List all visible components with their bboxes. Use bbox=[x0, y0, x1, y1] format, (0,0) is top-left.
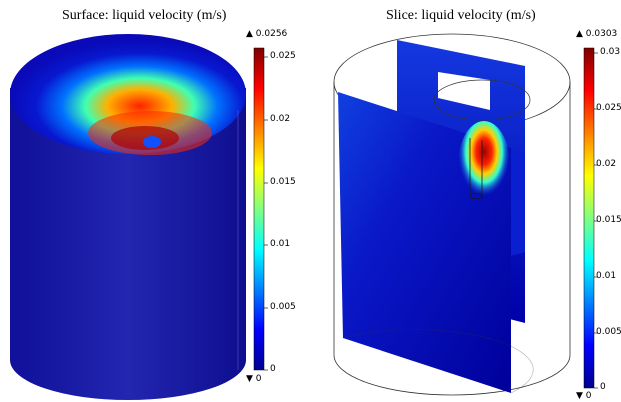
right-colorbar-min-marker: ▼ 0 bbox=[576, 391, 592, 401]
left-tick-2: 0.015 bbox=[270, 177, 296, 187]
side-slice-plane bbox=[511, 148, 525, 256]
left-colorbar bbox=[253, 47, 265, 371]
left-tick-3: 0.01 bbox=[270, 239, 291, 249]
right-tick-2: 0.02 bbox=[596, 159, 617, 169]
right-tick-3: 0.015 bbox=[596, 215, 621, 225]
right-plot-title: Slice: liquid velocity (m/s) bbox=[386, 8, 536, 23]
right-colorbar-max-marker: ▲ 0.0303 bbox=[576, 29, 618, 39]
left-tick-4: 0.005 bbox=[270, 302, 296, 312]
front-slice-hotspot bbox=[458, 121, 510, 209]
left-colorbar-min-marker: ▼ 0 bbox=[246, 374, 262, 384]
left-tick-5: 0 bbox=[270, 364, 276, 374]
left-cylinder bbox=[10, 34, 246, 400]
left-tick-0: 0.025 bbox=[270, 51, 296, 61]
right-tick-4: 0.01 bbox=[596, 271, 617, 281]
right-tick-1: 0.025 bbox=[596, 103, 621, 113]
left-hot-core bbox=[111, 126, 179, 150]
left-plot-title: Surface: liquid velocity (m/s) bbox=[62, 8, 227, 23]
left-colorbar-ticks bbox=[264, 56, 268, 371]
right-tick-0: 0.03 bbox=[600, 47, 621, 57]
left-colorbar-max-marker: ▲ 0.0256 bbox=[246, 29, 288, 39]
left-tick-1: 0.02 bbox=[270, 114, 291, 124]
left-shaft-hole bbox=[143, 136, 161, 148]
right-colorbar bbox=[583, 47, 595, 389]
right-colorbar-ticks bbox=[594, 52, 598, 389]
right-tick-5: 0.005 bbox=[596, 327, 621, 337]
right-tick-6: 0 bbox=[600, 382, 606, 392]
left-cylinder-body bbox=[10, 88, 246, 400]
right-slice-view bbox=[333, 33, 571, 396]
